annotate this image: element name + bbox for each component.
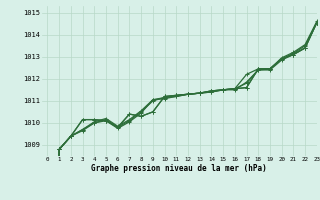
X-axis label: Graphe pression niveau de la mer (hPa): Graphe pression niveau de la mer (hPa)	[91, 164, 267, 173]
